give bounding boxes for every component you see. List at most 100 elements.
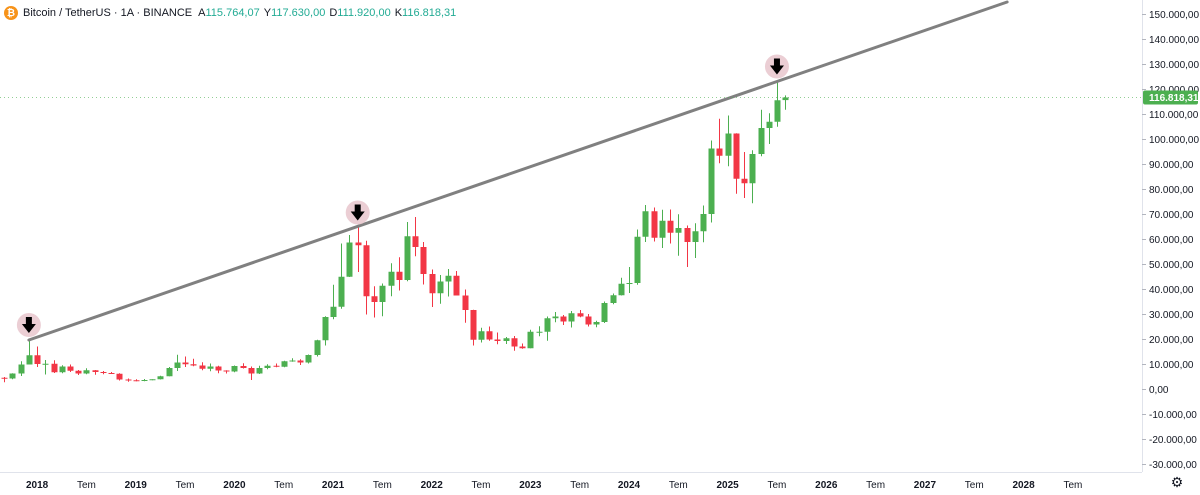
price-tick-label: 70.000,00 bbox=[1149, 210, 1194, 221]
candle-body bbox=[371, 296, 378, 302]
ohlc-low: D111.920,00 bbox=[329, 7, 391, 19]
candle-body bbox=[420, 247, 427, 274]
candle bbox=[59, 365, 66, 374]
symbol-title[interactable]: Bitcoin / TetherUS · 1A · BINANCE bbox=[23, 7, 193, 19]
candle-body bbox=[626, 283, 633, 284]
candle bbox=[445, 269, 452, 297]
candle bbox=[692, 223, 699, 258]
candle-body bbox=[610, 295, 617, 303]
candle bbox=[240, 363, 247, 369]
candle bbox=[289, 358, 296, 362]
candle-body bbox=[207, 366, 214, 369]
candle bbox=[281, 360, 288, 368]
candle-body bbox=[34, 355, 41, 364]
candle-body bbox=[305, 355, 312, 363]
candle-body bbox=[601, 303, 608, 322]
candle bbox=[100, 371, 107, 375]
candle bbox=[774, 81, 781, 127]
candle-body bbox=[741, 178, 748, 184]
candle bbox=[67, 364, 74, 372]
candle-body bbox=[125, 379, 132, 381]
candle bbox=[684, 225, 691, 267]
candle-body bbox=[26, 355, 33, 365]
candle bbox=[470, 309, 477, 346]
candle bbox=[667, 209, 674, 244]
candle-body bbox=[141, 380, 148, 381]
candle bbox=[420, 242, 427, 285]
price-tick-label: -10.000,00 bbox=[1149, 410, 1197, 421]
candle bbox=[437, 275, 444, 304]
candle bbox=[215, 365, 222, 374]
candle bbox=[330, 284, 337, 320]
time-tick-label: Tem bbox=[274, 480, 293, 491]
candle-body bbox=[157, 376, 164, 380]
price-tick-label: 150.000,00 bbox=[1149, 10, 1199, 21]
candle-body bbox=[149, 379, 156, 381]
candle bbox=[157, 375, 164, 380]
candle bbox=[256, 365, 263, 374]
candle-body bbox=[59, 366, 66, 373]
candle bbox=[725, 115, 732, 167]
candle-body bbox=[733, 133, 740, 179]
candle bbox=[453, 271, 460, 296]
price-tick-label: 100.000,00 bbox=[1149, 135, 1199, 146]
candle-body bbox=[659, 220, 666, 238]
candle-body bbox=[133, 380, 140, 382]
price-tick-label: 40.000,00 bbox=[1149, 285, 1194, 296]
candle bbox=[593, 320, 600, 328]
candle-body bbox=[568, 313, 575, 322]
candle-body bbox=[83, 370, 90, 374]
ohlc-high: Y117.630,00 bbox=[263, 7, 326, 19]
time-tick-label: 2018 bbox=[26, 480, 49, 491]
candle bbox=[371, 286, 378, 318]
candle-body bbox=[388, 271, 395, 286]
candle-body bbox=[379, 285, 386, 302]
candle-body bbox=[248, 368, 255, 374]
candle bbox=[9, 373, 16, 380]
arrow-down-icon bbox=[769, 58, 784, 75]
time-tick-label: Tem bbox=[176, 480, 195, 491]
time-tick-label: Tem bbox=[373, 480, 392, 491]
candle-body bbox=[544, 318, 551, 332]
candle bbox=[207, 363, 214, 372]
candle-body bbox=[404, 236, 411, 280]
candle bbox=[322, 316, 329, 346]
time-tick-label: Tem bbox=[570, 480, 589, 491]
candle-body bbox=[675, 228, 682, 233]
ohlc-close: K116.818,31 bbox=[394, 7, 457, 19]
candle-body bbox=[355, 242, 362, 246]
candle bbox=[601, 301, 608, 323]
candle-body bbox=[264, 365, 271, 368]
candle-body bbox=[486, 331, 493, 340]
last-price-tag bbox=[1143, 90, 1198, 105]
candle-body bbox=[297, 360, 304, 363]
candle bbox=[190, 358, 197, 367]
candle-body bbox=[190, 364, 197, 366]
candle-body bbox=[240, 366, 247, 368]
gear-icon[interactable]: ⚙ bbox=[1170, 473, 1184, 490]
candle bbox=[708, 140, 715, 223]
price-tick-label: 80.000,00 bbox=[1149, 185, 1194, 196]
candle bbox=[388, 263, 395, 297]
candle bbox=[527, 329, 534, 349]
candle bbox=[83, 368, 90, 375]
candle bbox=[511, 336, 518, 351]
candle bbox=[404, 222, 411, 282]
candle-body bbox=[322, 317, 329, 341]
candle-body bbox=[527, 331, 534, 349]
candle-body bbox=[634, 236, 641, 283]
candle bbox=[305, 354, 312, 364]
candle-body bbox=[231, 366, 238, 372]
candle-body bbox=[725, 133, 732, 156]
candle bbox=[34, 346, 41, 367]
arrow-down-icon bbox=[21, 317, 36, 333]
candle bbox=[519, 343, 526, 349]
candle bbox=[297, 359, 304, 365]
candle-body bbox=[577, 313, 584, 317]
candle bbox=[503, 337, 510, 344]
candle bbox=[412, 217, 419, 257]
last-price-label: 116.818,31 bbox=[1149, 93, 1199, 104]
candle bbox=[462, 289, 469, 323]
candle bbox=[75, 370, 82, 375]
